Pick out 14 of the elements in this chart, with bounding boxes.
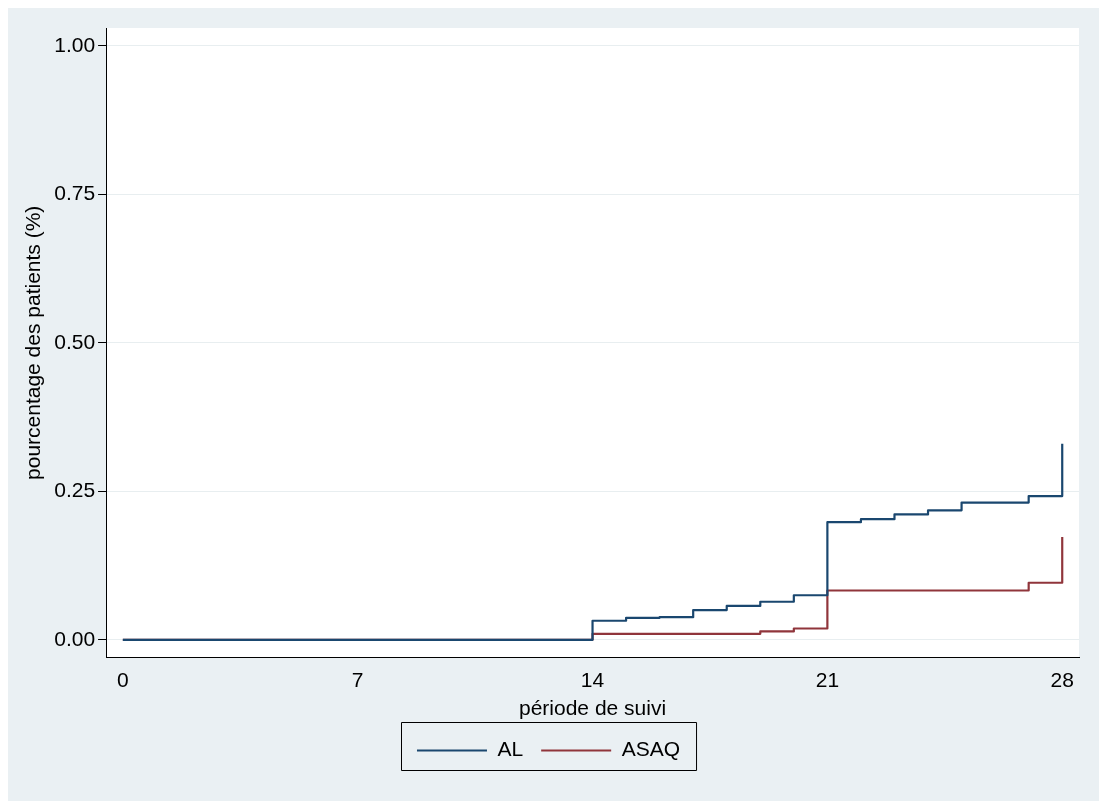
y-axis-title: pourcentage des patients (%) [21,205,45,480]
x-tick-label: 21 [815,668,840,691]
x-tick-label: 7 [351,668,364,691]
y-tick-label: 0.50 [54,329,96,353]
x-tick-label: 0 [117,668,129,691]
x-tick-label: 28 [1050,668,1074,691]
y-tick-label: 0.00 [54,626,96,650]
x-tick-label: 14 [580,668,605,691]
x-axis-title: période de suivi [518,696,667,720]
y-tick-label: 1.00 [54,32,96,56]
legend-label: ASAQ [621,737,681,761]
legend-label: AL [497,737,524,761]
y-tick-label: 0.75 [54,181,96,205]
y-tick-label: 0.25 [54,478,96,502]
